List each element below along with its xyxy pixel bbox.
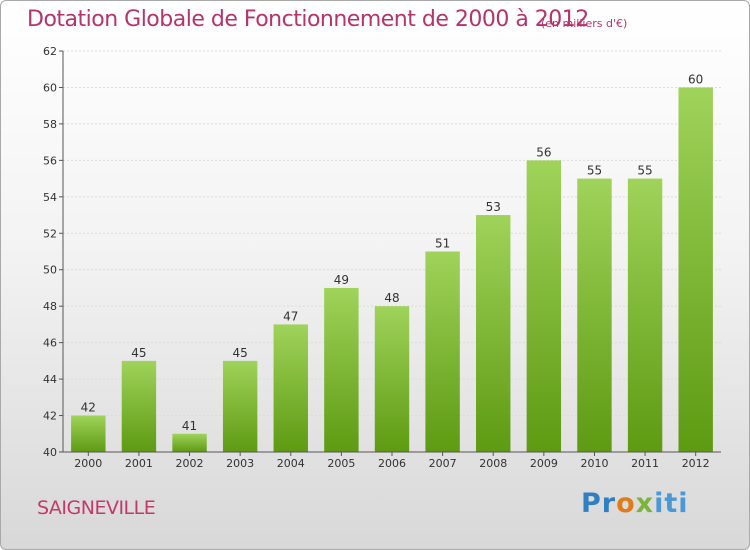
y-tick-label: 60 bbox=[43, 81, 57, 94]
y-tick-label: 50 bbox=[43, 264, 57, 277]
bar bbox=[678, 87, 713, 453]
data-label: 49 bbox=[334, 273, 349, 287]
x-tick-label: 2010 bbox=[580, 457, 608, 470]
y-tick-label: 44 bbox=[43, 373, 57, 386]
data-label: 53 bbox=[486, 200, 501, 214]
x-tick-label: 2007 bbox=[429, 457, 457, 470]
logo-part-2: o bbox=[616, 488, 636, 519]
y-tick-label: 46 bbox=[43, 337, 57, 350]
y-tick-label: 48 bbox=[43, 300, 57, 313]
y-tick-label: 62 bbox=[43, 45, 57, 58]
logo-part-1: Pr bbox=[581, 488, 617, 519]
x-tick-label: 2002 bbox=[176, 457, 204, 470]
data-label: 41 bbox=[182, 419, 197, 433]
bar bbox=[273, 324, 308, 452]
x-tick-label: 2005 bbox=[327, 457, 355, 470]
data-label: 55 bbox=[587, 164, 602, 178]
bar bbox=[425, 251, 460, 452]
x-tick-label: 2003 bbox=[226, 457, 254, 470]
y-tick-label: 58 bbox=[43, 118, 57, 131]
chart-subtitle: (en milliers d'€) bbox=[541, 17, 628, 30]
y-tick-label: 56 bbox=[43, 154, 57, 167]
commune-name: SAIGNEVILLE bbox=[37, 497, 156, 519]
x-tick-label: 2000 bbox=[74, 457, 102, 470]
x-tick-label: 2011 bbox=[631, 457, 659, 470]
y-tick-label: 54 bbox=[43, 191, 57, 204]
bar bbox=[121, 360, 157, 452]
data-label: 51 bbox=[435, 237, 450, 251]
bar bbox=[324, 287, 359, 452]
x-tick-label: 2001 bbox=[125, 457, 153, 470]
bar bbox=[577, 178, 612, 452]
bar bbox=[222, 360, 258, 452]
data-label: 47 bbox=[283, 309, 298, 323]
x-tick-label: 2006 bbox=[378, 457, 406, 470]
bar bbox=[627, 178, 663, 452]
bar bbox=[71, 415, 106, 452]
y-tick-label: 52 bbox=[43, 227, 57, 240]
data-label: 45 bbox=[131, 346, 146, 360]
x-tick-label: 2009 bbox=[530, 457, 558, 470]
data-label: 45 bbox=[233, 346, 248, 360]
chart-title: Dotation Globale de Fonctionnement de 20… bbox=[27, 7, 589, 32]
x-tick-label: 2004 bbox=[277, 457, 305, 470]
bar bbox=[476, 215, 511, 452]
proxiti-logo[interactable]: Proxiti bbox=[581, 488, 689, 519]
data-label: 42 bbox=[81, 401, 96, 415]
y-tick-label: 42 bbox=[43, 410, 57, 423]
x-tick-label: 2008 bbox=[479, 457, 507, 470]
label-layer: 2000 42 2001 45 2002 41 2003 45 2004 47 2005 49 2006… bbox=[74, 72, 709, 470]
data-label: 56 bbox=[536, 145, 551, 159]
bar bbox=[526, 160, 562, 452]
y-tick-label: 40 bbox=[43, 446, 57, 459]
bar bbox=[172, 433, 207, 452]
x-tick-label: 2012 bbox=[682, 457, 710, 470]
bar bbox=[374, 306, 410, 452]
data-label: 55 bbox=[637, 164, 652, 178]
logo-part-4: iti bbox=[654, 488, 689, 519]
data-label: 60 bbox=[688, 72, 703, 86]
bar-layer bbox=[71, 87, 713, 453]
axis-layer: 40 42 44 46 48 50 52 54 56 58 60 62 bbox=[43, 45, 721, 459]
logo-part-3: x bbox=[635, 488, 655, 519]
data-label: 48 bbox=[384, 291, 399, 305]
